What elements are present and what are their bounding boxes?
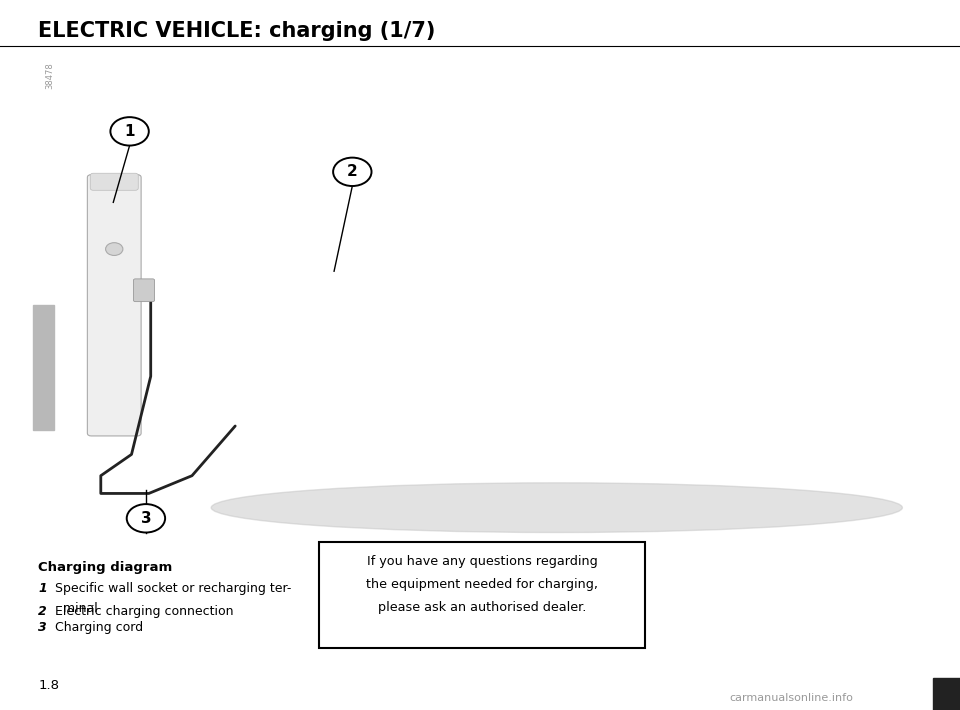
Text: please ask an authorised dealer.: please ask an authorised dealer. <box>377 601 587 613</box>
Bar <box>933 678 960 710</box>
Bar <box>319 542 645 648</box>
Text: 2: 2 <box>38 605 47 618</box>
FancyBboxPatch shape <box>133 279 155 302</box>
Circle shape <box>127 504 165 532</box>
Text: 1.8: 1.8 <box>38 679 60 692</box>
Text: Charging cord: Charging cord <box>51 621 143 634</box>
Circle shape <box>106 243 123 256</box>
Text: 1: 1 <box>38 582 47 595</box>
Text: 3: 3 <box>140 510 152 526</box>
Text: 1: 1 <box>125 124 134 139</box>
Circle shape <box>333 158 372 186</box>
Text: Electric charging connection: Electric charging connection <box>51 605 233 618</box>
Text: Charging diagram: Charging diagram <box>38 561 173 574</box>
Text: the equipment needed for charging,: the equipment needed for charging, <box>366 578 598 591</box>
Text: 2: 2 <box>347 164 358 180</box>
Text: carmanualsonline.info: carmanualsonline.info <box>730 693 853 703</box>
Text: If you have any questions regarding: If you have any questions regarding <box>367 555 597 568</box>
Text: ELECTRIC VEHICLE: charging (1/7): ELECTRIC VEHICLE: charging (1/7) <box>38 21 436 41</box>
FancyBboxPatch shape <box>87 175 141 436</box>
Text: Specific wall socket or recharging ter-: Specific wall socket or recharging ter- <box>51 582 291 595</box>
Text: 38478: 38478 <box>45 62 55 89</box>
FancyBboxPatch shape <box>90 173 138 190</box>
Text: 3: 3 <box>38 621 47 634</box>
Bar <box>33 305 54 430</box>
Circle shape <box>110 117 149 146</box>
Ellipse shape <box>211 483 902 532</box>
Text: minal: minal <box>51 602 98 615</box>
